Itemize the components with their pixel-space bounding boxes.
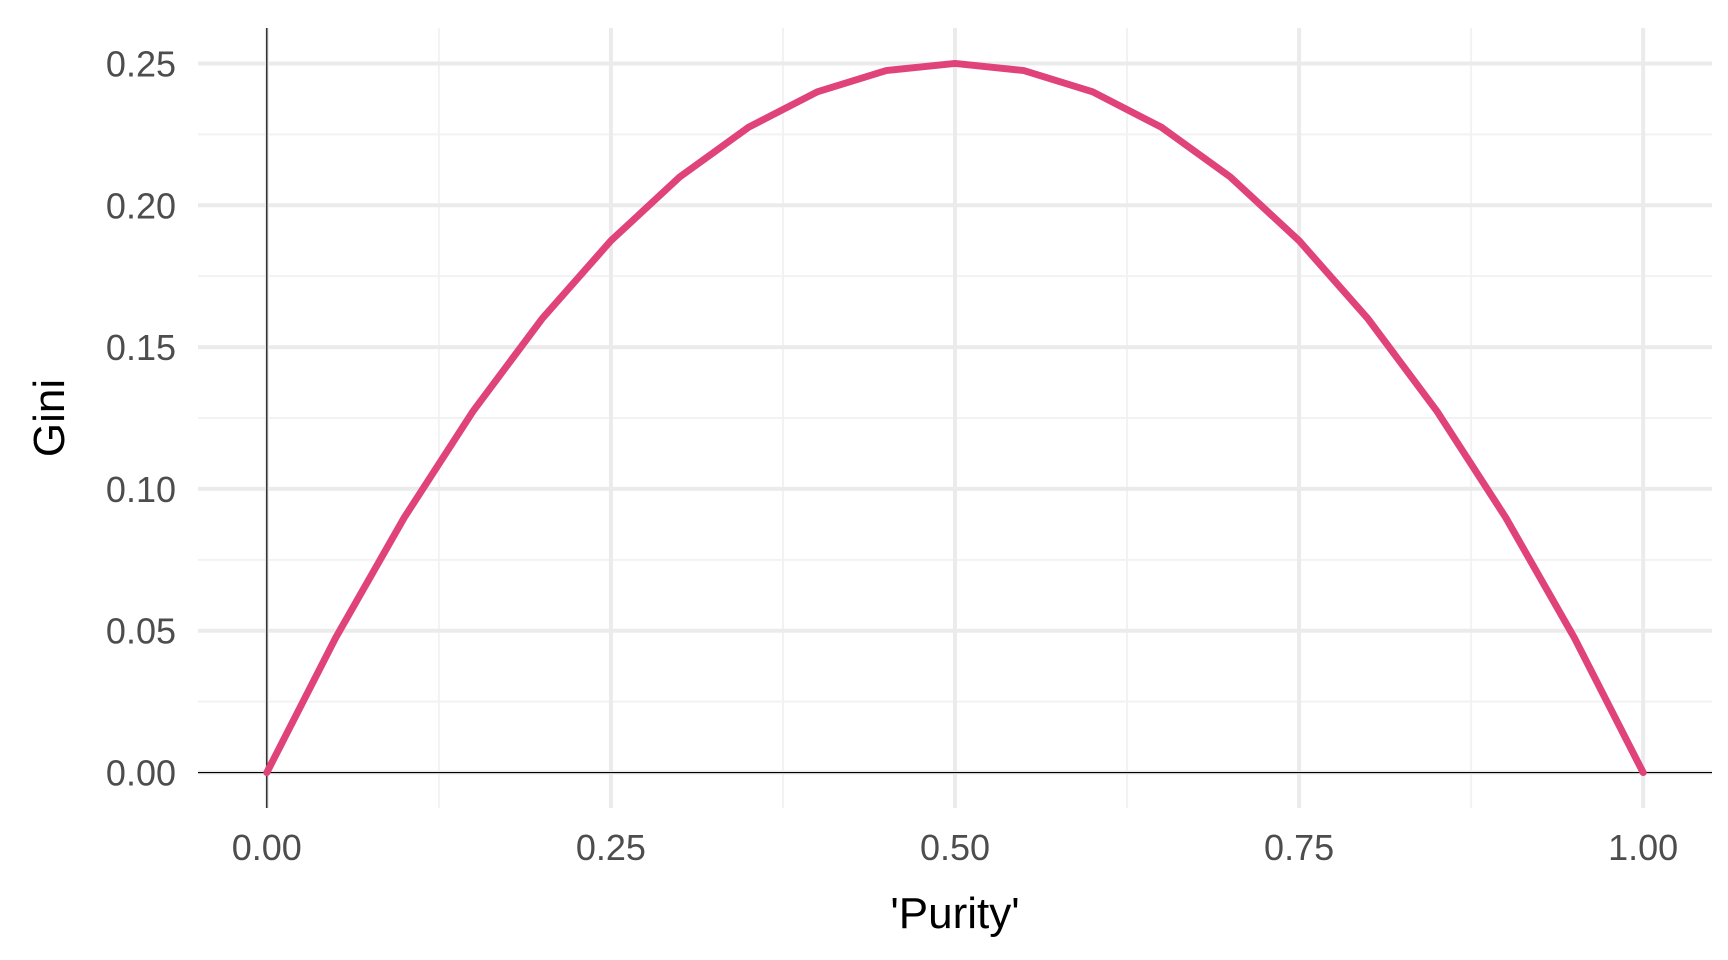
x-tick-label: 0.25	[576, 827, 646, 868]
x-tick-label: 1.00	[1608, 827, 1678, 868]
y-tick-label: 0.25	[106, 43, 176, 84]
y-tick-label: 0.05	[106, 611, 176, 652]
axes-layer	[198, 28, 1712, 808]
x-tick-label: 0.00	[232, 827, 302, 868]
y-tick-label: 0.20	[106, 185, 176, 226]
series-layer	[263, 59, 1647, 777]
y-tick-label: 0.00	[106, 753, 176, 794]
y-tick-label: 0.10	[106, 469, 176, 510]
grid-layer	[198, 28, 1712, 808]
labels-layer: 'Purity' Gini 0.00 0.25 0.50 0.75 1.00 0.00 0.…	[25, 43, 1678, 938]
y-axis-title: Gini	[25, 379, 74, 457]
y-tick-label: 0.15	[106, 327, 176, 368]
x-tick-label: 0.75	[1264, 827, 1334, 868]
x-axis-title: 'Purity'	[890, 889, 1019, 938]
x-tick-label: 0.50	[920, 827, 990, 868]
series-line-0	[263, 59, 1647, 777]
